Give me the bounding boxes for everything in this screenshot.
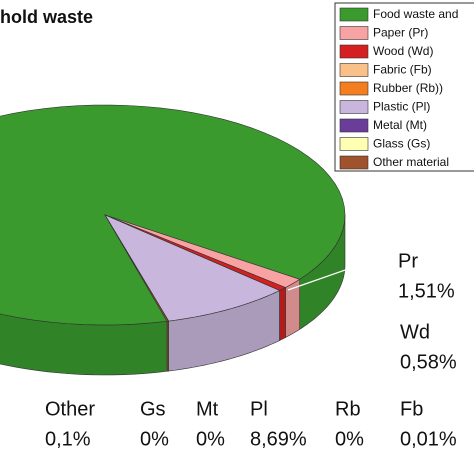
legend-label: Wood (Wd) [373, 44, 433, 58]
legend-label: Rubber (Rb)) [373, 81, 443, 95]
slice-label: Fb [400, 398, 423, 420]
value-label: 0% [335, 428, 364, 450]
slice-side [166, 320, 169, 372]
slice [104, 214, 301, 288]
value-label: 0% [196, 428, 225, 450]
value-label: 0,01% [400, 428, 457, 450]
legend-swatch [339, 100, 369, 114]
legend-label: Metal (Mt) [373, 118, 427, 132]
legend-label: Food waste and [373, 7, 458, 21]
slice [104, 214, 281, 322]
value-label: 1,51% [398, 280, 455, 302]
value-label: 0% [140, 428, 169, 450]
leader-line [283, 318, 411, 345]
slice [104, 214, 170, 322]
leader-line [279, 350, 346, 397]
legend-label: Plastic (Pl) [373, 100, 430, 114]
legend-label: Fabric (Fb) [373, 63, 432, 77]
slice-label: Pr [398, 250, 418, 272]
value-label: 8,69% [250, 428, 307, 450]
value-label: 0,58% [400, 351, 457, 373]
leader-line [149, 375, 179, 397]
labels: Pr 1,51% Wd 0,58% Fb 0,01% Rb 0% Pl 8,69% Mt 0% Gs 0%… [45, 247, 457, 450]
legend-swatch [339, 118, 369, 133]
slice-label: Other [45, 398, 95, 420]
chart-title: hold waste [0, 7, 93, 27]
legend-swatch [339, 155, 369, 170]
leader-line [287, 247, 409, 291]
legend-label: Glass (Gs) [373, 137, 430, 151]
slice-side [279, 287, 286, 341]
legend: Food waste and Paper (Pr) Wood (Wd) Fabric … [334, 2, 474, 172]
legend-swatch [339, 44, 369, 59]
legend-label: Paper (Pr) [373, 26, 428, 40]
value-label: 0,1% [45, 428, 91, 450]
legend-swatch [339, 26, 369, 40]
leader-line [204, 374, 207, 397]
slice-label: Rb [335, 398, 361, 420]
slice-label: Wd [400, 321, 430, 343]
slice-label: Mt [196, 398, 219, 420]
slice [104, 214, 287, 291]
leader-line [281, 349, 411, 397]
pie [0, 104, 346, 376]
legend-swatch [339, 63, 369, 77]
slice [0, 104, 346, 326]
slice-label: Gs [140, 398, 166, 420]
slice-label: Pl [250, 398, 268, 420]
leader-line [229, 369, 261, 397]
legend-swatch [339, 137, 369, 151]
leader-line [54, 375, 171, 397]
legend-swatch [339, 7, 369, 22]
legend-swatch [339, 81, 369, 96]
legend-label: Other material [373, 155, 449, 169]
